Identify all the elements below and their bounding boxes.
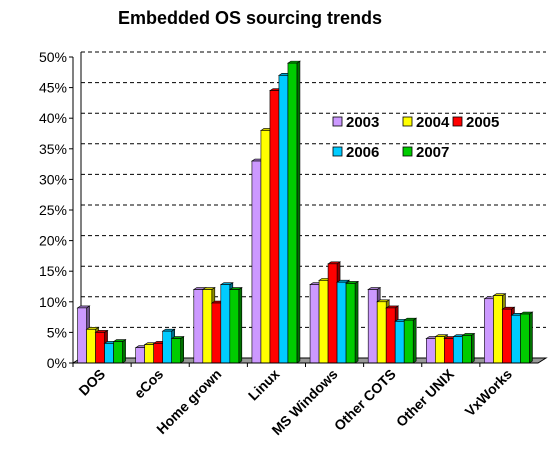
bar-front [385,307,396,364]
bar [461,332,476,364]
y-tick-label: 35% [39,141,67,157]
bar-front [113,341,123,364]
x-tick-label: eCos [131,366,167,402]
legend-label: 2003 [346,114,379,131]
legend-label: 2007 [416,144,449,161]
bar-front [318,280,329,364]
legend: 2003 2004 2005 2006 2007 [332,114,499,161]
bar-front [211,302,222,364]
bar-front [144,344,154,364]
legend-swatch [332,116,343,127]
y-tick-label: 30% [39,171,67,187]
legend-swatch [402,146,413,157]
bar-side [122,339,126,364]
bar [170,335,185,364]
bar-side [238,286,243,364]
bar-front [220,284,231,364]
bar-front [153,343,163,364]
bar-front [251,160,262,364]
bar-front [278,75,289,364]
bar-front [394,321,405,364]
bar-front [520,313,530,364]
bar-front [309,284,320,364]
bar-front [453,336,463,364]
bar-front [376,301,387,364]
bar-front [260,130,271,364]
y-tick-label: 20% [39,233,67,249]
legend-label: 2006 [346,144,379,161]
bar-front [426,338,436,364]
bar [112,339,127,364]
legend-swatch [402,116,413,127]
bar-front [435,336,445,364]
bar-front [484,298,494,364]
bar-front [511,314,521,364]
bar-front [193,289,204,364]
bar [345,280,360,364]
y-tick-label: 10% [39,294,67,310]
y-tick-label: 25% [39,202,67,218]
x-tick-label: Other UNIX [393,365,458,430]
bar-front [269,90,280,364]
bar-front [104,343,114,364]
bar-front [162,330,172,364]
x-tick-label: Other COTS [331,366,399,434]
bar-front [171,338,181,364]
bar-front [95,332,105,364]
y-tick-label: 5% [47,324,67,340]
bars [76,60,534,364]
bar-front [135,347,145,364]
x-tick-label: Linux [245,366,283,404]
y-tick-label: 0% [47,355,67,371]
bar-front [345,283,356,364]
bar-side [296,60,301,364]
bar-front [462,335,472,364]
bar-front [502,308,512,364]
bar [519,311,534,364]
legend-label: 2004 [416,114,450,131]
y-tick-label: 40% [39,110,67,126]
legend-label: 2005 [466,114,499,131]
bar-side [412,317,417,364]
bar [228,286,243,364]
y-tick-label: 15% [39,263,67,279]
bar [286,60,301,364]
bar-side [529,311,533,364]
bar [403,317,418,364]
bar-front [287,62,298,364]
legend-swatch [452,116,463,127]
bar-front [229,289,240,364]
bar-front [403,319,414,364]
bar-front [367,289,378,364]
bar-front [327,263,338,364]
bar-side [354,280,359,364]
bar-front [493,295,503,364]
bar-front [86,329,96,364]
bar-front [77,307,87,364]
bar-side [180,335,184,364]
y-tick-label: 50% [39,49,67,65]
x-tick-label: VxWorks [462,366,516,420]
y-tick-label: 45% [39,80,67,96]
bar-front [336,281,347,364]
x-tick-label: DOS [75,366,108,399]
legend-swatch [332,146,343,157]
bar-front [444,338,454,364]
bar-front [202,289,213,364]
bar-side [471,332,475,364]
chart-title: Embedded OS sourcing trends [117,8,383,28]
